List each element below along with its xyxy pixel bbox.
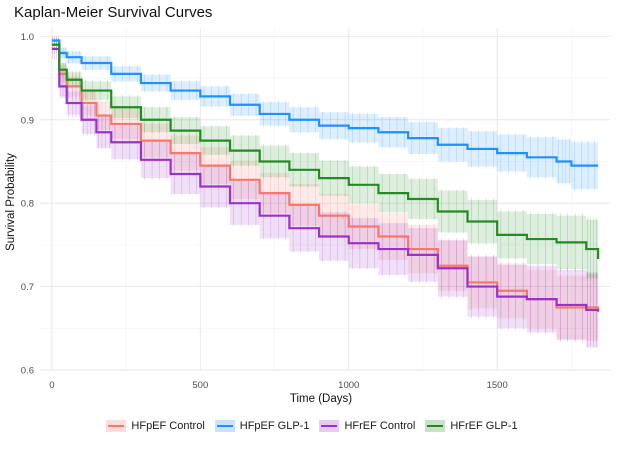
series-lines xyxy=(51,39,600,312)
y-tick-label: 1.0 xyxy=(21,32,34,43)
legend-key-1 xyxy=(214,420,235,432)
series-line-3 xyxy=(51,43,600,260)
legend-label: HFrEF GLP-1 xyxy=(450,420,518,432)
y-tick-label: 0.7 xyxy=(21,282,34,293)
legend-key-3 xyxy=(425,420,446,432)
x-tick-label: 1000 xyxy=(338,380,359,391)
chart-title: Kaplan-Meier Survival Curves xyxy=(14,4,213,21)
legend-item: HFpEF GLP-1 xyxy=(214,420,310,432)
x-axis-ticks: 0 500 1000 1500 xyxy=(49,380,508,391)
series-line-2 xyxy=(51,47,600,312)
legend: HFpEF Control HFpEF GLP-1 HFrEF Control HFr… xyxy=(0,420,624,432)
x-axis-title: Time (Days) xyxy=(290,393,352,405)
x-tick-label: 500 xyxy=(192,380,208,391)
y-axis-title: Survival Probability xyxy=(5,153,17,251)
legend-label: HFpEF GLP-1 xyxy=(239,420,310,432)
legend-item: HFrEF GLP-1 xyxy=(425,420,518,432)
legend-label: HFpEF Control xyxy=(131,420,205,432)
legend-item: HFrEF Control xyxy=(319,420,415,432)
confidence-bands xyxy=(51,36,599,350)
legend-item: HFpEF Control xyxy=(106,420,205,432)
plot-area: 0.6 0.7 0.8 0.9 1.0 0 500 1000 1500 Time (Days)… xyxy=(5,28,610,405)
confidence-band-2 xyxy=(51,48,599,350)
confidence-band-1 xyxy=(51,40,599,191)
y-axis-ticks: 0.6 0.7 0.8 0.9 1.0 xyxy=(21,32,34,377)
grid xyxy=(40,28,610,371)
y-tick-label: 0.9 xyxy=(21,115,34,126)
x-tick-label: 0 xyxy=(49,380,54,391)
y-tick-label: 0.8 xyxy=(21,199,34,210)
legend-key-2 xyxy=(319,420,340,432)
y-tick-label: 0.6 xyxy=(21,366,34,377)
confidence-band-3 xyxy=(51,44,599,291)
series-line-1 xyxy=(51,39,599,167)
legend-label: HFrEF Control xyxy=(344,420,416,432)
x-tick-label: 1500 xyxy=(487,380,508,391)
legend-key-0 xyxy=(106,420,127,432)
